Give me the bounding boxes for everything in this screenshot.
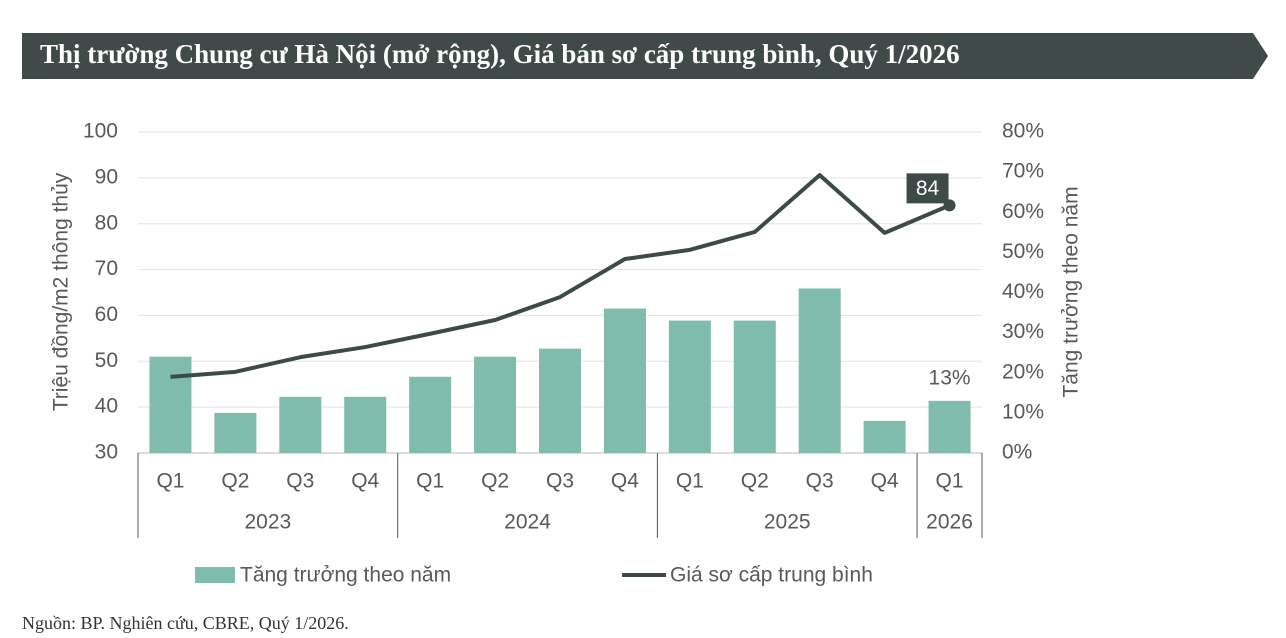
title-banner xyxy=(22,33,1268,79)
legend-label: Tăng trưởng theo năm xyxy=(240,564,451,587)
y-tick-label: 40 xyxy=(95,395,118,418)
y2-tick-label: 20% xyxy=(1002,360,1044,383)
source-note: Nguồn: BP. Nghiên cứu, CBRE, Quý 1/2026. xyxy=(22,613,349,633)
bar xyxy=(733,320,776,453)
y-tick-label: 60 xyxy=(95,303,118,326)
y2-tick-label: 10% xyxy=(1002,400,1044,423)
y2-tick-label: 70% xyxy=(1002,160,1044,183)
x-tick-label: Q1 xyxy=(676,470,704,493)
bar xyxy=(603,308,646,453)
x-group-label: 2026 xyxy=(926,511,973,534)
y2-axis-label: Tăng trưởng theo năm xyxy=(1060,186,1083,397)
x-tick-label: Q3 xyxy=(286,470,314,493)
y-tick-label: 70 xyxy=(95,257,118,280)
y2-tick-label: 40% xyxy=(1002,280,1044,303)
x-tick-label: Q3 xyxy=(806,470,834,493)
bar xyxy=(409,376,452,453)
legend-label: Giá sơ cấp trung bình xyxy=(670,564,873,587)
chart-title: Thị trường Chung cư Hà Nội (mở rộng), Gi… xyxy=(40,39,960,69)
x-tick-label: Q1 xyxy=(156,470,184,493)
bar xyxy=(344,396,387,453)
y-tick-label: 50 xyxy=(95,349,118,372)
y2-tick-label: 0% xyxy=(1002,441,1032,464)
bar xyxy=(149,356,192,453)
x-tick-label: Q1 xyxy=(936,470,964,493)
x-tick-label: Q1 xyxy=(416,470,444,493)
bar xyxy=(474,356,517,453)
y-tick-label: 90 xyxy=(95,165,118,188)
x-tick-label: Q4 xyxy=(871,470,899,493)
y-tick-label: 80 xyxy=(95,211,118,234)
y2-tick-label: 50% xyxy=(1002,240,1044,263)
y-tick-label: 100 xyxy=(83,120,118,143)
legend-swatch xyxy=(195,567,235,583)
data-label: 13% xyxy=(929,366,971,389)
x-tick-label: Q2 xyxy=(221,470,249,493)
x-tick-label: Q4 xyxy=(611,470,639,493)
bar xyxy=(279,396,322,453)
y2-tick-label: 60% xyxy=(1002,200,1044,223)
x-tick-label: Q2 xyxy=(481,470,509,493)
y-axis-label: Triệu đồng/m2 thông thủy xyxy=(50,172,73,411)
bar xyxy=(668,320,711,453)
data-label: 84 xyxy=(916,177,940,200)
bar xyxy=(214,412,257,453)
x-group-label: 2025 xyxy=(764,511,811,534)
line xyxy=(170,173,951,379)
y-tick-label: 30 xyxy=(95,441,118,464)
bar xyxy=(863,420,906,453)
y2-tick-label: 80% xyxy=(1002,120,1044,143)
bar xyxy=(798,288,841,453)
y2-tick-label: 30% xyxy=(1002,320,1044,343)
data-label-box xyxy=(906,173,949,204)
x-group-label: 2024 xyxy=(504,511,551,534)
bar xyxy=(539,348,581,453)
bar xyxy=(928,400,971,453)
x-tick-label: Q2 xyxy=(741,470,769,493)
x-tick-label: Q4 xyxy=(351,470,379,493)
x-tick-label: Q3 xyxy=(546,470,574,493)
x-group-label: 2023 xyxy=(244,511,291,534)
